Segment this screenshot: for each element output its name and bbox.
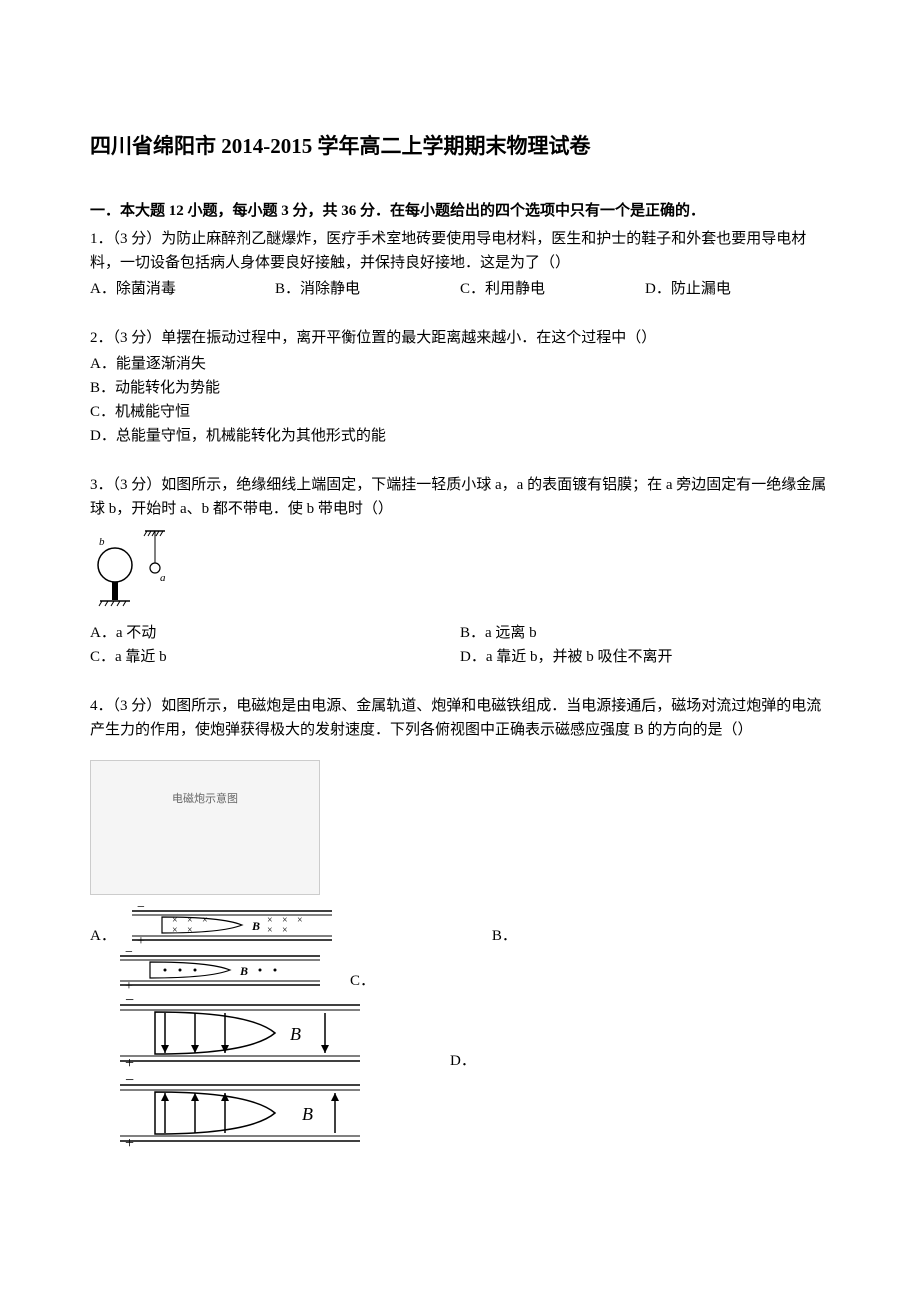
q3-figure: a b [90,523,200,613]
q4-figure-d: − + B [110,1073,370,1153]
q1-option-c: C．利用静电 [460,277,645,301]
svg-text:−: − [125,993,134,1009]
q4-row-c-fig: − + B D． [90,993,830,1073]
q4-row-ab: A． − + × × × × × B × × × × × [90,903,830,948]
svg-text:+: + [137,934,145,948]
question-1: 1．（3 分）为防止麻醉剂乙醚爆炸，医疗手术室地砖要使用导电材料，医生和护士的鞋… [90,227,830,301]
q3-option-a: A．a 不动 [90,621,460,645]
svg-text:×: × [267,925,273,936]
q2-option-b: B．动能转化为势能 [90,376,830,400]
svg-text:+: + [125,1135,134,1152]
svg-text:×: × [172,925,178,936]
svg-text:+: + [125,979,133,993]
svg-text:−: − [137,903,145,915]
q1-text: 1．（3 分）为防止麻醉剂乙醚爆炸，医疗手术室地砖要使用导电材料，医生和护士的鞋… [90,227,830,275]
q3-options: A．a 不动 B．a 远离 b C．a 靠近 b D．a 靠近 b，并被 b 吸… [90,621,830,669]
question-2: 2．（3 分）单摆在振动过程中，离开平衡位置的最大距离越来越小．在这个过程中（）… [90,326,830,448]
svg-text:b: b [99,536,105,548]
svg-text:B: B [302,1104,313,1124]
q4-figure-c: − + B [110,993,370,1073]
q4-option-a-label: A． [90,924,116,948]
q3-option-b: B．a 远离 b [460,621,830,645]
q2-option-d: D．总能量守恒，机械能转化为其他形式的能 [90,424,830,448]
svg-text:×: × [202,915,208,926]
q4-text: 4．（3 分）如图所示，电磁炮是由电源、金属轨道、炮弹和电磁铁组成．当电源接通后… [90,694,830,742]
q4-figure-b: − + B [110,948,330,993]
question-4: 4．（3 分）如图所示，电磁炮是由电源、金属轨道、炮弹和电磁铁组成．当电源接通后… [90,694,830,1153]
svg-text:×: × [187,925,193,936]
q4-row-d-fig: − + B [90,1073,830,1153]
q4-option-c-label: C． [350,969,375,993]
q1-options: A．除菌消毒 B．消除静电 C．利用静电 D．防止漏电 [90,277,830,301]
q1-option-a: A．除菌消毒 [90,277,275,301]
section-header: 一．本大题 12 小题，每小题 3 分，共 36 分．在每小题给出的四个选项中只… [90,199,830,223]
svg-text:B: B [239,964,248,978]
q2-option-c: C．机械能守恒 [90,400,830,424]
svg-text:B: B [251,919,260,933]
q4-main-figure: 电磁炮示意图 [90,760,320,895]
svg-text:a: a [160,572,166,584]
svg-text:×: × [282,925,288,936]
q4-option-b-label: B． [492,924,517,948]
svg-text:−: − [125,948,133,960]
q3-option-d: D．a 靠近 b，并被 b 吸住不离开 [460,645,830,669]
svg-text:+: + [125,1055,134,1072]
q4-figure-a: − + × × × × × B × × × × × [122,903,342,948]
page-title: 四川省绵阳市 2014-2015 学年高二上学期期末物理试卷 [90,130,830,164]
q4-row-b-fig: − + B C． [90,948,830,993]
q1-option-d: D．防止漏电 [645,277,830,301]
q2-text: 2．（3 分）单摆在振动过程中，离开平衡位置的最大距离越来越小．在这个过程中（） [90,326,830,350]
q3-option-c: C．a 靠近 b [90,645,460,669]
question-3: 3．（3 分）如图所示，绝缘细线上端固定，下端挂一轻质小球 a，a 的表面镀有铝… [90,473,830,669]
svg-text:B: B [290,1024,301,1044]
svg-text:−: − [125,1073,134,1089]
q4-option-d-label: D． [450,1049,476,1073]
svg-text:×: × [297,915,303,926]
q2-option-a: A．能量逐渐消失 [90,352,830,376]
q3-text: 3．（3 分）如图所示，绝缘细线上端固定，下端挂一轻质小球 a，a 的表面镀有铝… [90,473,830,521]
q1-option-b: B．消除静电 [275,277,460,301]
